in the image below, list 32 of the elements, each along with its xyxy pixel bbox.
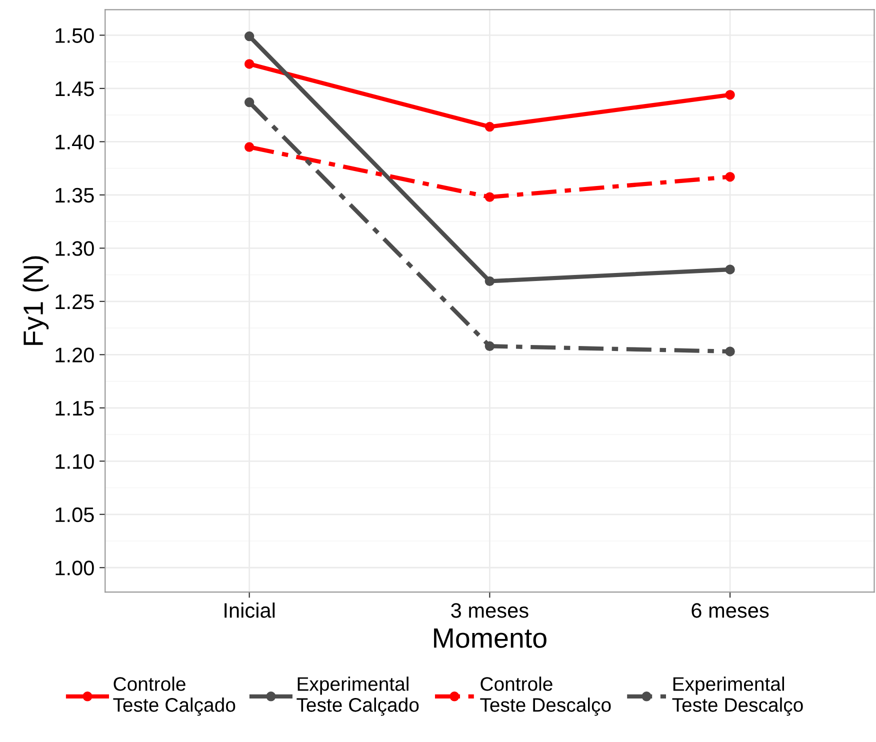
legend-label: Experimental Teste Descalço [672, 676, 803, 716]
point [725, 172, 735, 182]
y-tick-label: 1.05 [56, 507, 94, 522]
point [244, 31, 254, 42]
point [244, 142, 254, 152]
y-tick-label: 1.35 [56, 188, 94, 203]
x-axis-title: Momento [434, 628, 546, 648]
y-tick-label: 1.25 [56, 294, 94, 310]
legend-label: Experimental Teste Calçado [296, 676, 419, 716]
point [484, 122, 495, 132]
y-tick-label: 1.50 [56, 28, 94, 43]
y-tick-label: 1.45 [56, 82, 94, 96]
x-tick-label: 6 meses [692, 603, 769, 618]
y-axis-title: Fy1 (N) [22, 256, 49, 345]
point [484, 276, 495, 286]
y-tick-label: 1.00 [56, 560, 94, 576]
y-tick-label: 1.15 [56, 401, 94, 416]
point [484, 192, 495, 202]
legend-label: Controle Teste Calçado [113, 676, 236, 716]
y-tick-label: 1.40 [56, 134, 94, 150]
point [725, 346, 735, 356]
x-tick-label: Inicial [224, 602, 275, 618]
x-tick-label: 3 meses [451, 603, 528, 618]
point [725, 90, 735, 100]
point [725, 264, 735, 274]
point [244, 97, 254, 108]
y-tick-label: 1.20 [56, 348, 94, 362]
point [484, 341, 495, 351]
legend-label: Controle Teste Descalço [480, 676, 611, 716]
y-tick-label: 1.30 [56, 241, 94, 256]
y-tick-label: 1.10 [56, 454, 94, 469]
point [244, 59, 254, 69]
